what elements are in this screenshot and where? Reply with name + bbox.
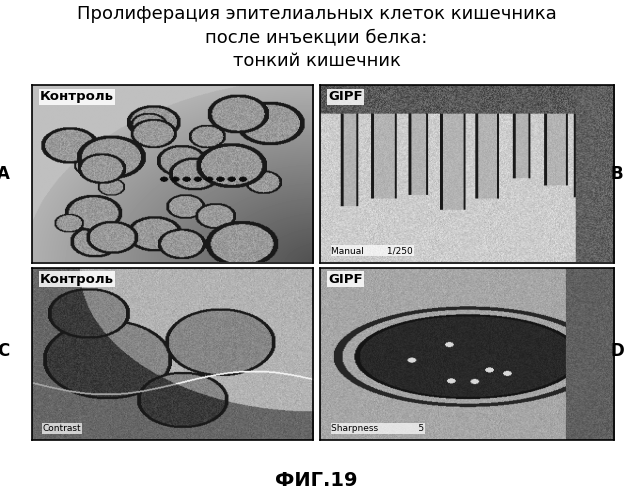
Text: GIPF: GIPF (329, 90, 363, 104)
Text: Contrast: Contrast (43, 424, 82, 433)
Text: Sharpness              5: Sharpness 5 (332, 424, 425, 433)
Text: D: D (610, 342, 624, 360)
Text: Manual        1/250: Manual 1/250 (332, 246, 413, 256)
Text: A: A (0, 165, 9, 182)
Text: Пролиферация эпителиальных клеток кишечника
после инъекции белка:
тонкий кишечни: Пролиферация эпителиальных клеток кишечн… (77, 5, 556, 70)
Text: ФИГ.19: ФИГ.19 (275, 470, 358, 490)
Text: GIPF: GIPF (329, 272, 363, 285)
Text: Контроль: Контроль (40, 272, 114, 285)
Text: Контроль: Контроль (40, 90, 114, 104)
Text: C: C (0, 342, 9, 360)
Text: B: B (611, 165, 624, 182)
